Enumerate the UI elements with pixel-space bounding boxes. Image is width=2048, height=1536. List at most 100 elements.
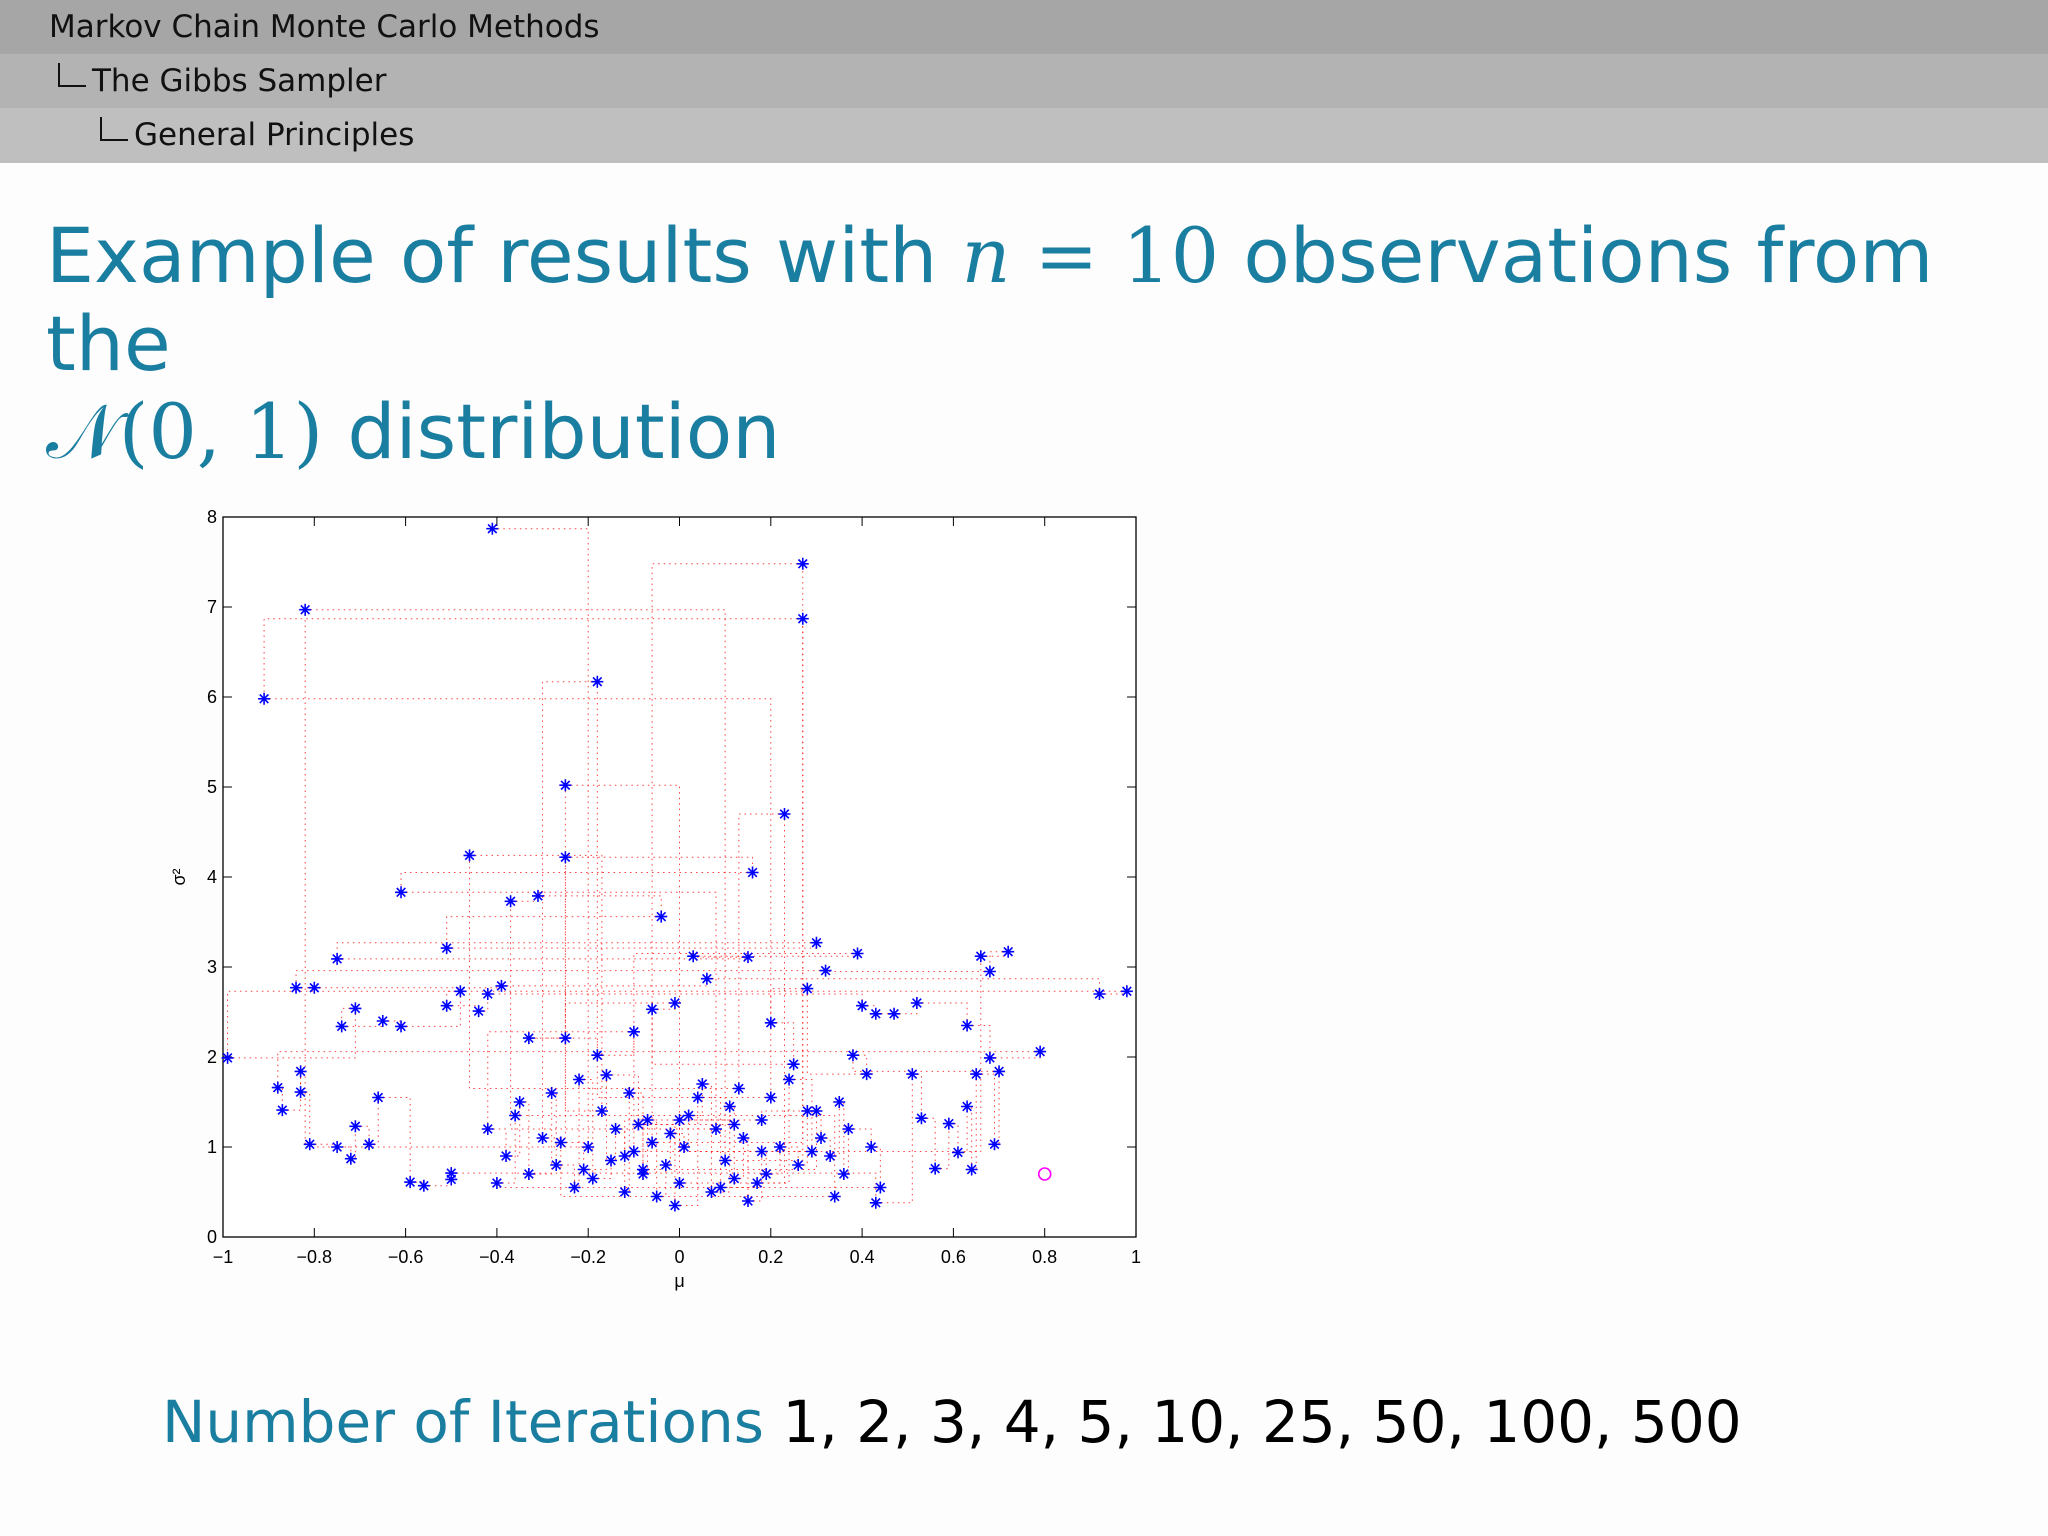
sample-point	[303, 1138, 316, 1151]
gibbs-step	[830, 1102, 840, 1157]
sample-point	[582, 1141, 595, 1153]
x-tick-label: 0.6	[941, 1247, 966, 1267]
gibbs-step	[264, 698, 772, 1098]
gibbs-step	[652, 618, 804, 1143]
sample-point	[481, 1123, 494, 1135]
sample-point	[344, 1152, 357, 1165]
gibbs-step	[542, 785, 566, 1139]
sample-point	[600, 1069, 613, 1081]
sample-point	[805, 1145, 818, 1158]
sample-point	[691, 1091, 704, 1104]
y-tick-label: 5	[207, 777, 217, 797]
gibbs-step	[848, 1128, 872, 1147]
gibbs-step	[711, 1106, 731, 1193]
gibbs-step	[597, 1031, 635, 1056]
sample-point	[710, 1123, 723, 1135]
sample-point	[915, 1112, 928, 1125]
sample-point	[605, 1154, 618, 1167]
gibbs-step	[227, 1008, 356, 1059]
sample-point	[636, 1163, 649, 1176]
sample-point	[929, 1162, 942, 1175]
sample-point	[522, 1032, 535, 1045]
sample-point	[294, 1086, 307, 1099]
sample-point	[395, 886, 408, 899]
sample-point	[504, 895, 517, 908]
gibbs-step	[378, 1097, 411, 1183]
subsection: The Gibbs Sampler	[92, 63, 387, 99]
sample-point	[591, 675, 604, 688]
x-tick-label: 0	[674, 1247, 684, 1267]
gibbs-step	[770, 988, 808, 1023]
sample-point	[376, 1015, 389, 1027]
gibbs-step	[894, 1003, 918, 1015]
gibbs-step	[528, 1037, 598, 1056]
title-text: distribution	[347, 387, 781, 476]
sample-point	[591, 1049, 604, 1062]
gibbs-step	[633, 956, 982, 1152]
section: Markov Chain Monte Carlo Methods	[49, 9, 600, 45]
sample-point	[846, 1049, 859, 1062]
sample-point	[454, 985, 467, 998]
sample-point	[445, 1167, 458, 1180]
sample-point	[490, 1177, 503, 1189]
sample-point	[764, 1016, 777, 1029]
sample-point	[961, 1019, 974, 1032]
gibbs-step	[496, 1115, 516, 1184]
sample-point	[678, 1141, 691, 1153]
y-tick-label: 6	[207, 687, 217, 707]
sample-point	[723, 1100, 736, 1113]
title-math: n	[961, 211, 1011, 300]
sample-point	[559, 779, 572, 792]
sample-point	[824, 1150, 837, 1162]
gibbs-step	[957, 1106, 968, 1153]
sample-point	[732, 1082, 745, 1095]
sample-point	[331, 1141, 344, 1153]
sample-point	[801, 1105, 814, 1117]
sample-point	[810, 1105, 823, 1117]
gibbs-step	[565, 856, 754, 873]
gibbs-step	[556, 1164, 576, 1188]
sample-point	[860, 1068, 873, 1081]
sample-point	[440, 942, 453, 955]
sample-point	[869, 1196, 882, 1209]
sample-point	[869, 1007, 882, 1020]
sample-point	[714, 1181, 727, 1194]
sample-point	[609, 1123, 622, 1135]
sample-point	[573, 1073, 586, 1086]
gibbs-step	[989, 1051, 1041, 1059]
sample-point	[961, 1100, 974, 1113]
y-tick-label: 2	[207, 1047, 217, 1067]
sample-point	[755, 1145, 768, 1158]
sample-point	[627, 1145, 640, 1158]
title-text: Example of results with	[46, 211, 938, 300]
gibbs-step	[528, 1093, 553, 1175]
sample-point	[741, 951, 754, 964]
gibbs-step	[401, 891, 717, 1129]
sample-point	[577, 1163, 590, 1176]
sample-point	[815, 1132, 828, 1144]
sample-point	[618, 1150, 631, 1162]
sample-point	[856, 999, 869, 1012]
sample-point	[335, 1020, 348, 1033]
sample-point	[951, 1146, 964, 1159]
gibbs-step	[469, 855, 739, 1089]
sample-point	[568, 1181, 581, 1194]
sample-point	[787, 1058, 800, 1071]
sample-point	[481, 988, 494, 1000]
footer-values: 1, 2, 3, 4, 5, 10, 25, 50, 100, 500	[782, 1388, 1742, 1456]
slide-title: Example of results with n = 10 observati…	[46, 212, 2048, 476]
sample-point	[1034, 1045, 1047, 1058]
sample-point	[874, 1181, 887, 1194]
gibbs-step	[583, 1075, 607, 1170]
gibbs-step	[382, 1020, 402, 1027]
sample-point	[445, 1173, 458, 1186]
sample-point	[783, 1073, 796, 1086]
sample-point	[559, 1032, 572, 1045]
x-tick-label: −1	[213, 1247, 234, 1267]
sample-point	[331, 952, 344, 965]
sample-point	[682, 1109, 695, 1122]
sample-point	[440, 999, 453, 1012]
sample-point	[673, 1114, 686, 1126]
sample-point	[833, 1096, 846, 1108]
sample-point	[673, 1177, 686, 1189]
